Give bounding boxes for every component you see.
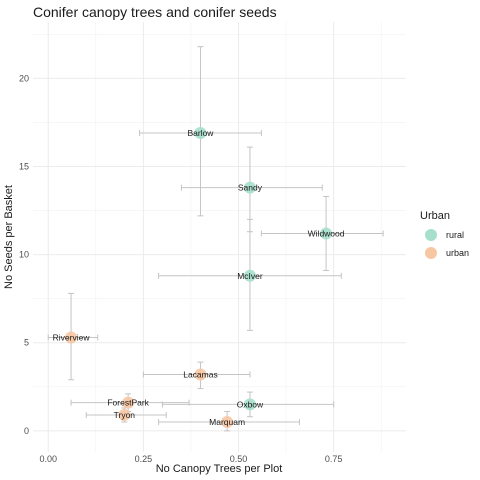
x-axis-title: No Canopy Trees per Plot [156,463,283,475]
x-tick-labels: 0.00 0.25 0.50 0.75 [39,454,342,464]
data-point [194,127,207,140]
data-point [122,396,135,409]
point-label: Sandy [238,183,263,193]
legend-key [425,247,437,259]
chart-title: Conifer canopy trees and conifer seeds [33,4,277,20]
y-axis-title: No Seeds per Basket [3,185,15,289]
data-point [320,227,333,240]
data-point [243,181,256,194]
legend: Urban rural urban [420,210,469,259]
point-labels: Barlow Sandy Wildwood McIver Riverview Lacama… [53,128,345,427]
x-tick-label: 0.25 [135,454,153,464]
y-tick-label: 0 [24,426,29,436]
point-label: Tryon [114,410,136,420]
y-tick-label: 5 [24,338,29,348]
point-label: Riverview [53,332,91,342]
legend-title: Urban [420,210,450,222]
legend-label: rural [446,230,464,240]
data-point [65,331,78,344]
point-label: Marquam [209,417,245,427]
data-point [118,408,131,421]
point-label: ForestPark [107,398,149,408]
plot-panel [33,22,406,452]
y-tick-label: 10 [19,250,29,260]
point-label: Barlow [187,128,214,138]
y-tick-label: 15 [19,162,29,172]
point-label: Oxbow [237,399,264,409]
point-label: Wildwood [308,228,345,238]
data-points [65,127,333,429]
x-tick-label: 0.75 [325,454,343,464]
data-point [243,269,256,282]
grid [33,22,406,452]
data-point [194,368,207,381]
x-tick-label: 0.50 [230,454,248,464]
legend-label: urban [446,248,469,258]
point-label: Lacamas [183,369,218,379]
data-point [221,416,234,429]
point-label: McIver [237,271,263,281]
y-tick-label: 20 [19,73,29,83]
data-point [243,398,256,411]
legend-key [425,229,437,241]
y-tick-labels: 0 5 10 15 20 [19,73,29,435]
x-tick-label: 0.00 [39,454,57,464]
